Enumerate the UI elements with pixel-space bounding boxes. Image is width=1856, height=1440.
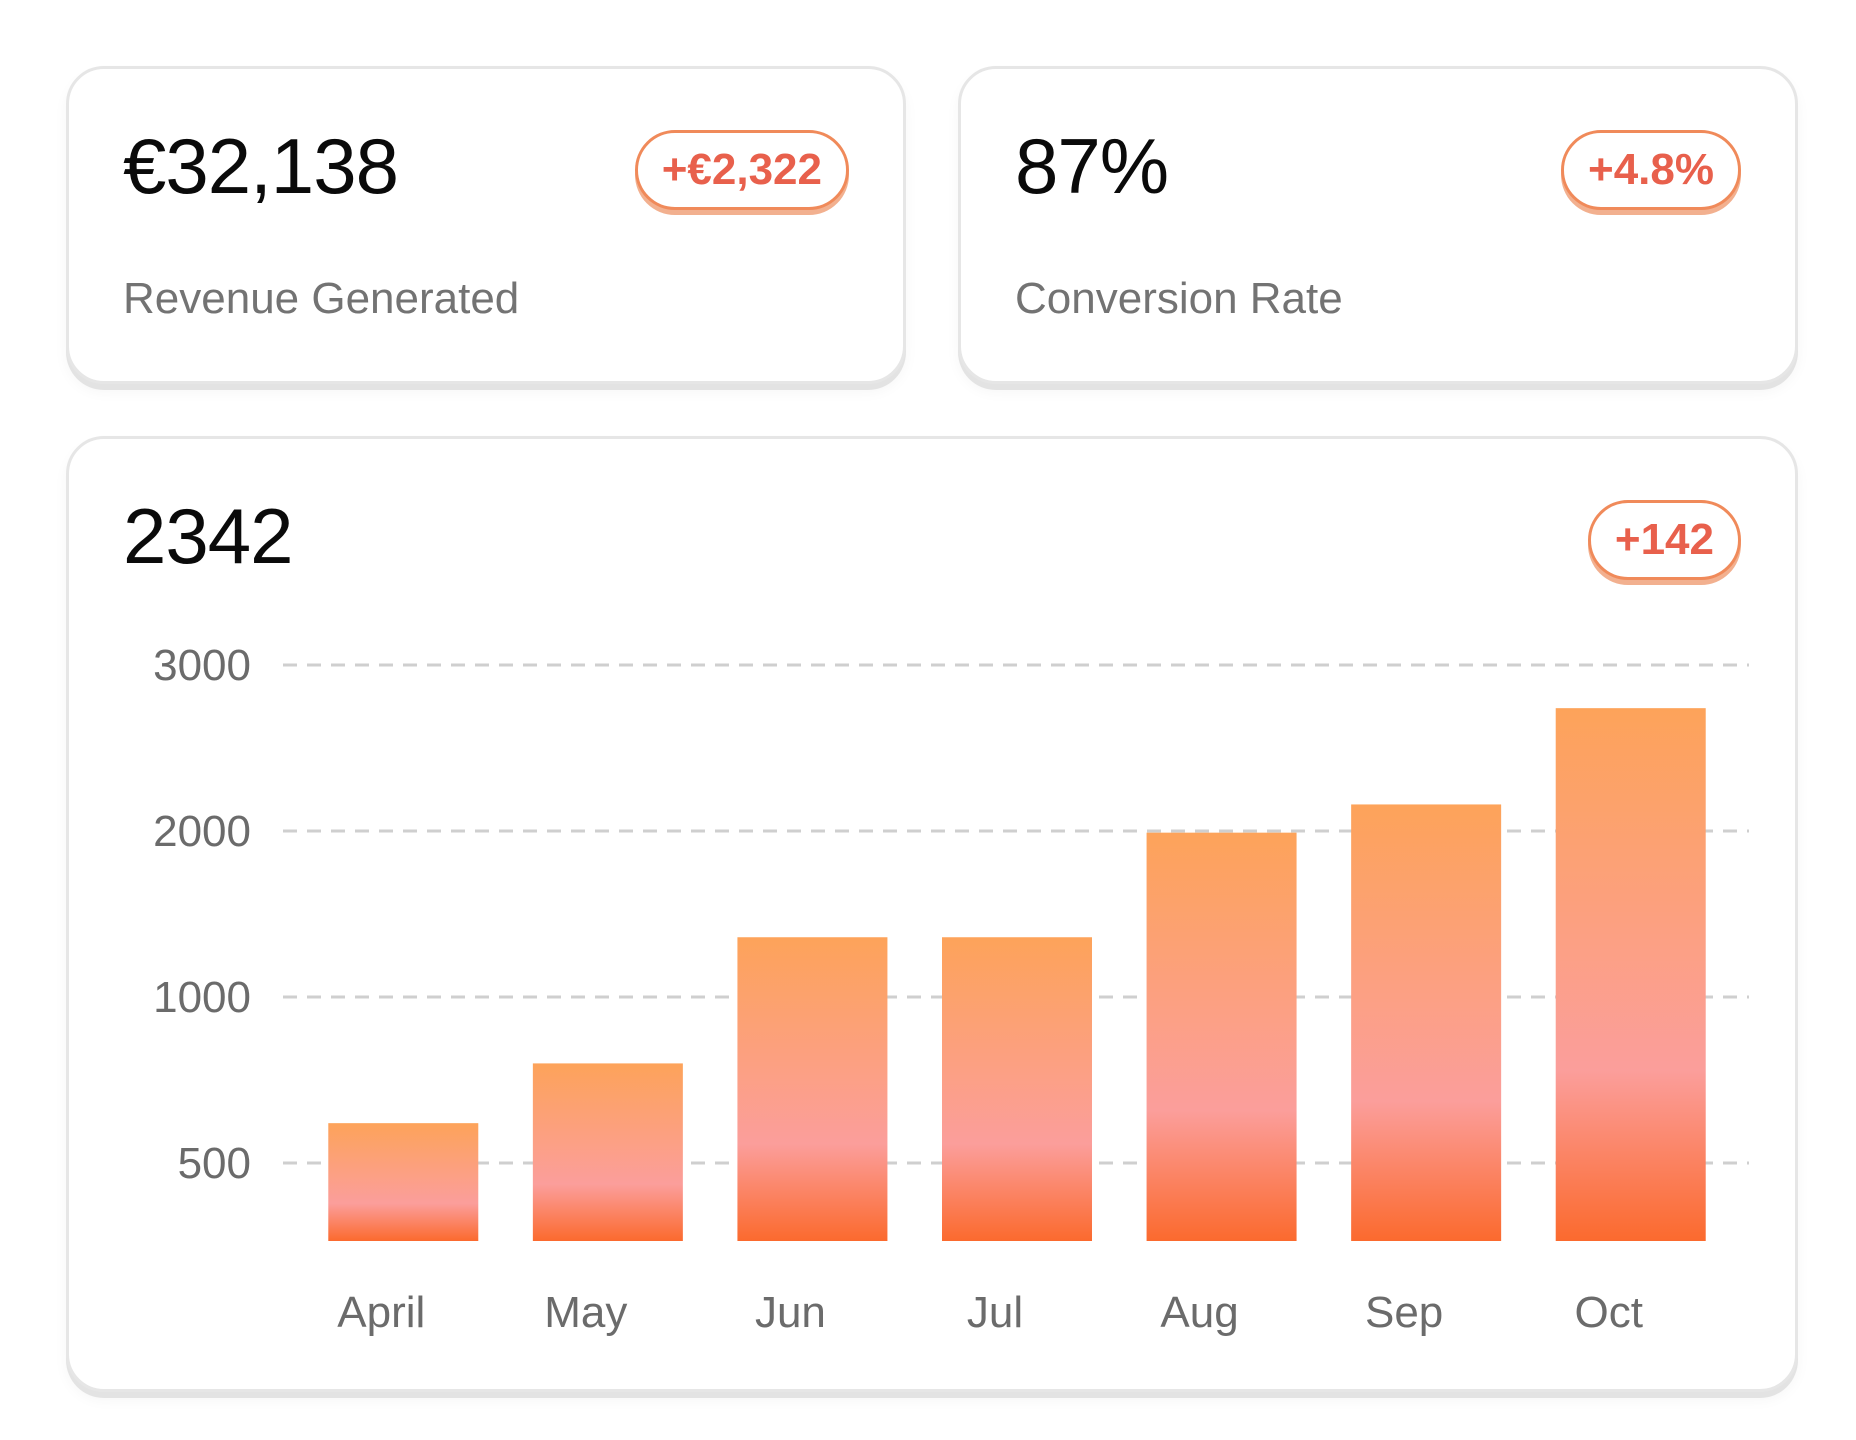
- x-tick-label: April: [337, 1288, 425, 1337]
- conversion-delta-badge: +4.8%: [1561, 130, 1741, 210]
- y-tick-label: 500: [178, 1139, 251, 1188]
- x-axis: April May Jun Jul Aug Sep Oct: [337, 1288, 1643, 1337]
- bar-oct: [1555, 708, 1706, 1241]
- bar-sep: [1351, 804, 1502, 1241]
- revenue-value: €32,138: [123, 122, 399, 210]
- revenue-card: €32,138 +€2,322 Revenue Generated: [66, 66, 906, 384]
- y-axis: 500 1000 2000 3000: [153, 641, 251, 1188]
- bar-april: [328, 1123, 479, 1241]
- bar-jul: [942, 937, 1092, 1241]
- chart-card: 2342 +142 500 1000 2000 3000 April May Jun Jul…: [66, 436, 1798, 1392]
- conversion-label: Conversion Rate: [1015, 274, 1343, 323]
- y-tick-label: 2000: [153, 807, 251, 856]
- y-tick-label: 3000: [153, 641, 251, 690]
- y-tick-label: 1000: [153, 973, 251, 1022]
- bars: [328, 708, 1706, 1241]
- chart-total-value: 2342: [123, 492, 294, 580]
- bar-jun: [737, 937, 888, 1241]
- bar-aug: [1146, 832, 1297, 1241]
- conversion-card: 87% +4.8% Conversion Rate: [958, 66, 1798, 384]
- x-tick-label: Jun: [755, 1288, 826, 1337]
- x-tick-label: Oct: [1574, 1288, 1642, 1337]
- revenue-label: Revenue Generated: [123, 274, 520, 323]
- x-tick-label: Jul: [967, 1288, 1023, 1337]
- bar-may: [532, 1063, 683, 1241]
- x-tick-label: Aug: [1160, 1288, 1238, 1337]
- chart-delta-badge: +142: [1587, 500, 1741, 580]
- conversion-value: 87%: [1015, 122, 1169, 210]
- bar-chart: 500 1000 2000 3000 April May Jun Jul Aug Sep Oct: [153, 641, 1749, 1337]
- x-tick-label: Sep: [1365, 1288, 1443, 1337]
- x-tick-label: May: [544, 1288, 627, 1337]
- revenue-delta-badge: +€2,322: [634, 130, 849, 210]
